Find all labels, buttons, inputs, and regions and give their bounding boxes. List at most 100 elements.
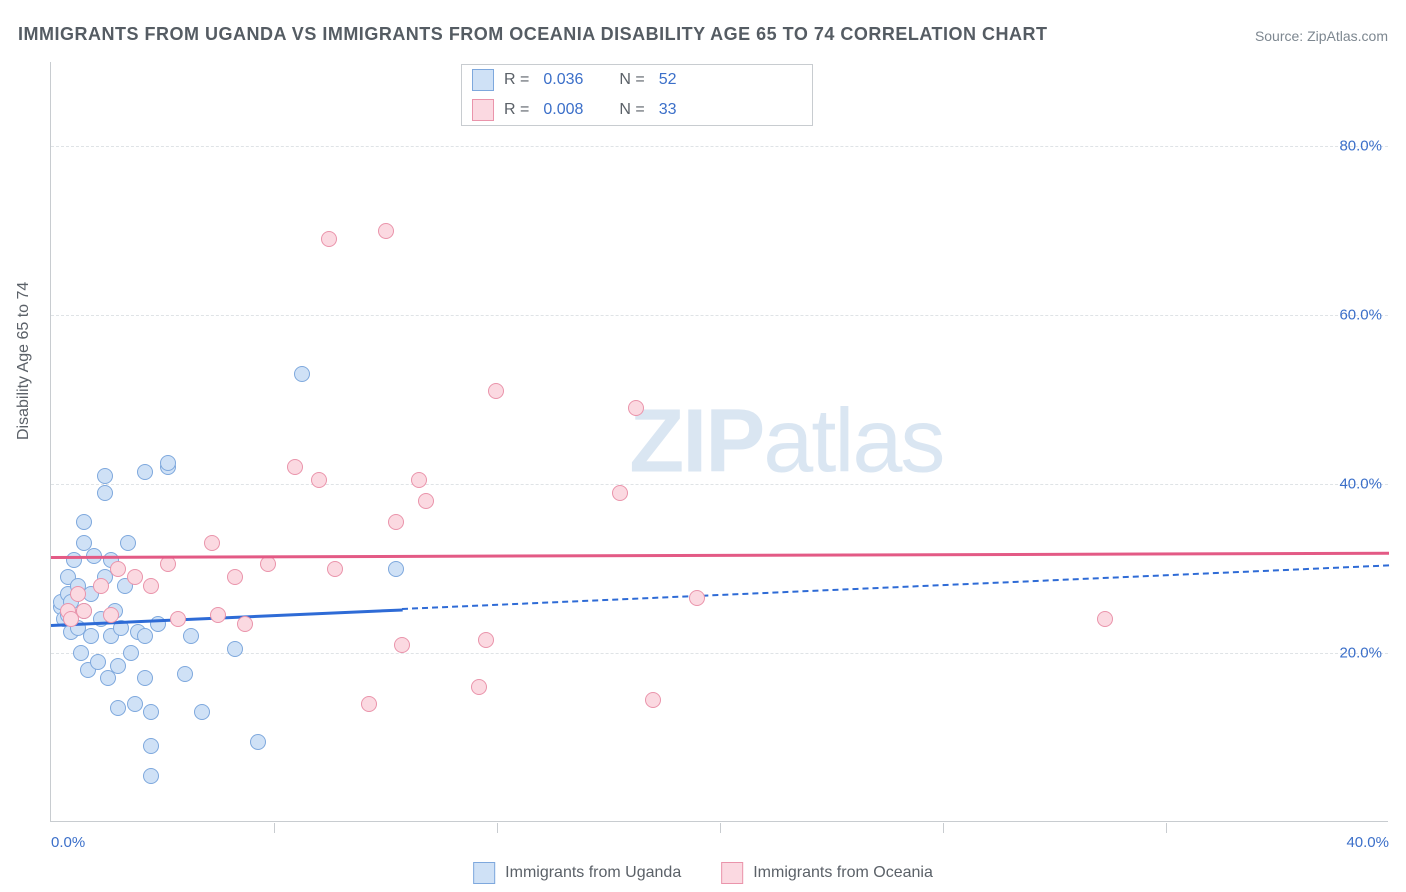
- scatter-point-uganda: [123, 645, 139, 661]
- plot-area: ZIPatlas R =0.036N =52R =0.008N =33 20.0…: [50, 62, 1388, 822]
- scatter-point-oceania: [143, 578, 159, 594]
- scatter-point-uganda: [137, 670, 153, 686]
- scatter-point-oceania: [645, 692, 661, 708]
- scatter-point-uganda: [294, 366, 310, 382]
- scatter-point-uganda: [97, 468, 113, 484]
- scatter-point-oceania: [311, 472, 327, 488]
- scatter-point-oceania: [70, 586, 86, 602]
- chart-container: IMMIGRANTS FROM UGANDA VS IMMIGRANTS FRO…: [0, 0, 1406, 892]
- legend-n-label: N =: [619, 71, 644, 89]
- y-tick-label: 20.0%: [1339, 645, 1382, 662]
- y-tick-label: 60.0%: [1339, 307, 1382, 324]
- scatter-point-oceania: [227, 569, 243, 585]
- scatter-point-oceania: [76, 603, 92, 619]
- trend-line-oceania: [51, 552, 1389, 559]
- scatter-point-uganda: [110, 700, 126, 716]
- legend-r-value: 0.008: [543, 101, 583, 119]
- legend-bottom: Immigrants from Uganda Immigrants from Oc…: [473, 862, 933, 884]
- scatter-point-oceania: [103, 607, 119, 623]
- scatter-point-oceania: [471, 679, 487, 695]
- scatter-point-oceania: [160, 556, 176, 572]
- scatter-point-uganda: [227, 641, 243, 657]
- legend-n-value: 52: [659, 71, 677, 89]
- trend-line-dashed-uganda: [402, 564, 1389, 610]
- scatter-point-oceania: [93, 578, 109, 594]
- scatter-point-oceania: [689, 590, 705, 606]
- scatter-point-uganda: [137, 464, 153, 480]
- x-tick-label-max: 40.0%: [1346, 834, 1389, 851]
- scatter-point-uganda: [110, 658, 126, 674]
- scatter-point-oceania: [204, 535, 220, 551]
- y-tick-label: 40.0%: [1339, 476, 1382, 493]
- legend-n-value: 33: [659, 101, 677, 119]
- scatter-point-oceania: [210, 607, 226, 623]
- scatter-point-oceania: [170, 611, 186, 627]
- scatter-point-uganda: [73, 645, 89, 661]
- scatter-point-oceania: [388, 514, 404, 530]
- scatter-point-uganda: [177, 666, 193, 682]
- scatter-point-oceania: [287, 459, 303, 475]
- scatter-point-oceania: [394, 637, 410, 653]
- x-tick: [497, 823, 498, 833]
- scatter-point-oceania: [127, 569, 143, 585]
- x-tick: [274, 823, 275, 833]
- legend-r-label: R =: [504, 71, 529, 89]
- legend-r-value: 0.036: [543, 71, 583, 89]
- gridline: [51, 315, 1388, 316]
- scatter-point-uganda: [83, 628, 99, 644]
- scatter-point-oceania: [361, 696, 377, 712]
- y-axis-label: Disability Age 65 to 74: [15, 282, 33, 440]
- scatter-point-oceania: [327, 561, 343, 577]
- legend-item-uganda: Immigrants from Uganda: [473, 862, 681, 884]
- scatter-point-uganda: [143, 704, 159, 720]
- watermark: ZIPatlas: [629, 390, 943, 493]
- scatter-point-uganda: [137, 628, 153, 644]
- legend-stat-row-oceania: R =0.008N =33: [462, 95, 812, 125]
- gridline: [51, 653, 1388, 654]
- x-tick-label-min: 0.0%: [51, 834, 85, 851]
- scatter-point-oceania: [260, 556, 276, 572]
- legend-swatch-uganda: [472, 69, 494, 91]
- scatter-point-uganda: [120, 535, 136, 551]
- scatter-point-uganda: [160, 455, 176, 471]
- legend-r-label: R =: [504, 101, 529, 119]
- legend-stat-row-uganda: R = 0.036 N = 52: [462, 65, 812, 95]
- scatter-point-oceania: [321, 231, 337, 247]
- x-tick: [720, 823, 721, 833]
- scatter-point-oceania: [628, 400, 644, 416]
- watermark-bold: ZIP: [629, 391, 763, 491]
- gridline: [51, 484, 1388, 485]
- scatter-point-oceania: [237, 616, 253, 632]
- scatter-point-oceania: [478, 632, 494, 648]
- legend-stats-box: R =0.036N =52R =0.008N =33: [461, 64, 813, 126]
- scatter-point-oceania: [612, 485, 628, 501]
- x-tick: [1166, 823, 1167, 833]
- scatter-point-uganda: [183, 628, 199, 644]
- scatter-point-uganda: [76, 514, 92, 530]
- scatter-point-uganda: [143, 768, 159, 784]
- scatter-point-uganda: [150, 616, 166, 632]
- chart-title: IMMIGRANTS FROM UGANDA VS IMMIGRANTS FRO…: [18, 24, 1048, 45]
- scatter-point-uganda: [90, 654, 106, 670]
- scatter-point-oceania: [378, 223, 394, 239]
- scatter-point-oceania: [411, 472, 427, 488]
- gridline: [51, 146, 1388, 147]
- legend-swatch-oceania: [472, 99, 494, 121]
- x-tick: [943, 823, 944, 833]
- watermark-rest: atlas: [763, 391, 943, 491]
- scatter-point-uganda: [250, 734, 266, 750]
- scatter-point-oceania: [1097, 611, 1113, 627]
- scatter-point-uganda: [143, 738, 159, 754]
- y-tick-label: 80.0%: [1339, 138, 1382, 155]
- legend-label: Immigrants from Uganda: [505, 864, 681, 882]
- legend-swatch-oceania: [721, 862, 743, 884]
- scatter-point-uganda: [97, 485, 113, 501]
- scatter-point-oceania: [418, 493, 434, 509]
- scatter-point-uganda: [388, 561, 404, 577]
- scatter-point-oceania: [488, 383, 504, 399]
- scatter-point-uganda: [127, 696, 143, 712]
- scatter-point-oceania: [110, 561, 126, 577]
- legend-item-oceania: Immigrants from Oceania: [721, 862, 933, 884]
- legend-swatch-uganda: [473, 862, 495, 884]
- scatter-point-uganda: [194, 704, 210, 720]
